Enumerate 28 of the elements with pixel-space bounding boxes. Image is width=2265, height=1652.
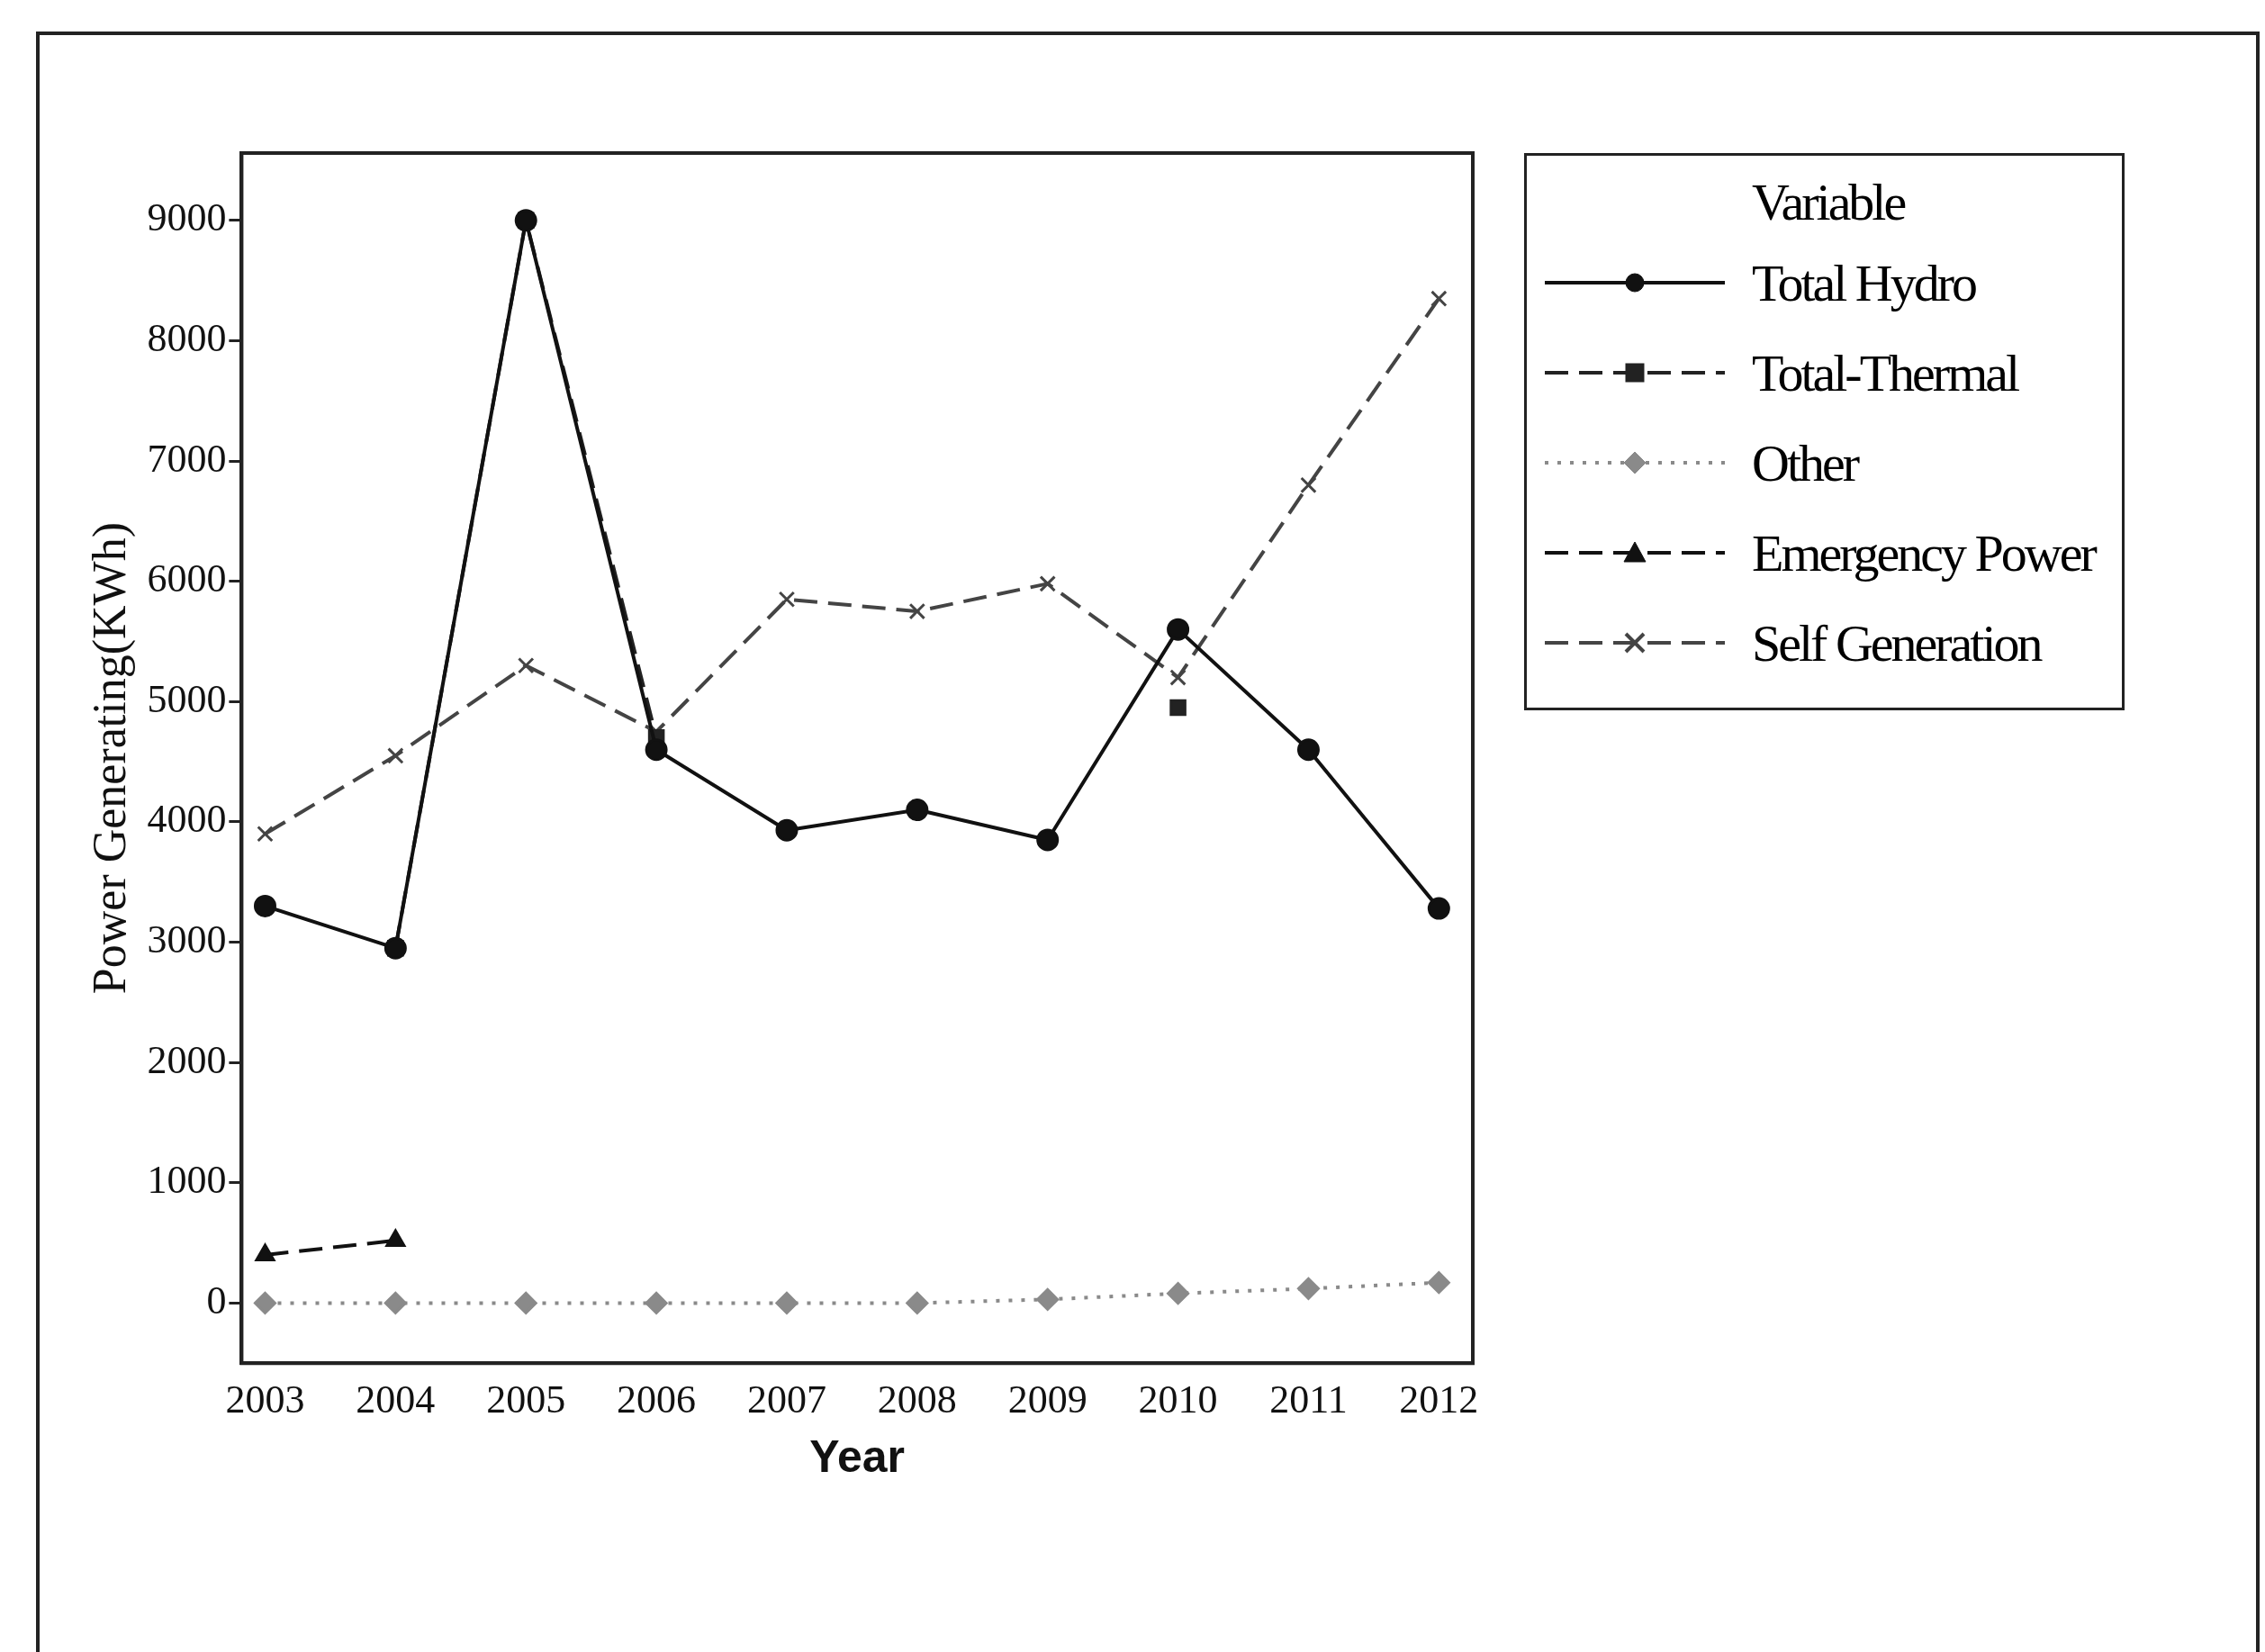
y-tick-label: 6000 xyxy=(147,556,227,601)
legend-label: Total-Thermal xyxy=(1752,342,2018,403)
y-tick-label: 1000 xyxy=(147,1158,227,1203)
x-tick-label: 2007 xyxy=(746,1377,826,1422)
x-tick-label: 2011 xyxy=(1269,1377,1348,1422)
x-tick-label: 2006 xyxy=(617,1377,697,1422)
legend-label: Self Generation xyxy=(1752,612,2041,673)
y-axis-title: Power Generating(KWh) xyxy=(83,522,136,995)
legend-label: Other xyxy=(1752,432,1858,493)
x-tick-label: 2009 xyxy=(1007,1377,1087,1422)
y-tick-label: 5000 xyxy=(147,676,227,721)
x-tick-label: 2003 xyxy=(225,1377,305,1422)
x-tick-label: 2012 xyxy=(1399,1377,1479,1422)
y-tick-label: 8000 xyxy=(147,316,227,361)
legend-label: Total Hydro xyxy=(1752,252,1976,313)
legend-label: Emergency Power xyxy=(1752,522,2095,583)
x-tick-label: 2008 xyxy=(877,1377,957,1422)
y-tick-label: 7000 xyxy=(147,436,227,481)
legend-title: Variable xyxy=(1752,172,1906,232)
y-tick-label: 2000 xyxy=(147,1037,227,1082)
x-tick-label: 2010 xyxy=(1138,1377,1218,1422)
y-tick-label: 4000 xyxy=(147,797,227,842)
y-tick-label: 0 xyxy=(206,1277,227,1323)
y-tick-label: 3000 xyxy=(147,917,227,962)
y-tick-label: 9000 xyxy=(147,195,227,240)
x-axis-title: Year xyxy=(809,1431,906,1482)
x-tick-label: 2004 xyxy=(356,1377,436,1422)
x-tick-label: 2005 xyxy=(486,1377,566,1422)
